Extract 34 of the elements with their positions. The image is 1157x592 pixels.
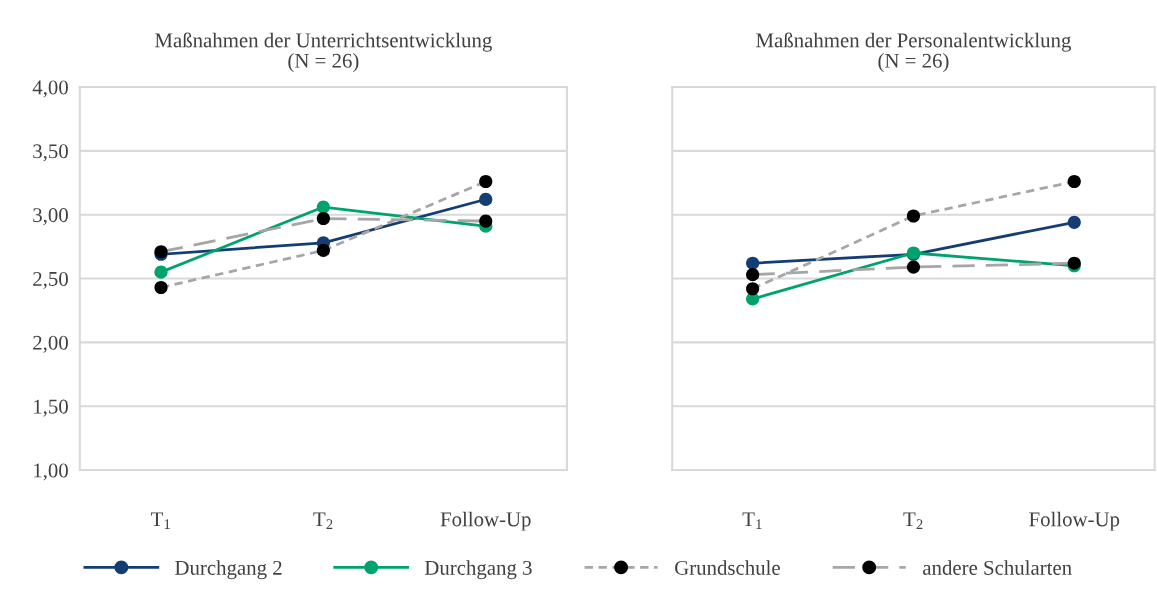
point <box>316 243 330 258</box>
y-tick-label: 3,50 <box>33 144 68 162</box>
point <box>746 256 760 270</box>
chart-title: Maßnahmen der Unterrichtsentwicklung (N = 26) <box>155 32 492 73</box>
x-tick-label: T$_{2}$ <box>903 512 923 529</box>
x-tick-label: Follow-Up <box>1029 511 1120 531</box>
x-tick-label: T$_{1}$ <box>150 512 170 529</box>
x-tick-label: Follow-Up <box>440 511 531 531</box>
point <box>479 214 493 228</box>
point <box>746 268 760 282</box>
y-tick-label: 4,00 <box>32 80 68 98</box>
point <box>906 209 921 223</box>
y-tick-label: 1,00 <box>34 463 68 481</box>
x-tick-label: T$_{1}$ <box>742 512 762 529</box>
point <box>154 280 168 295</box>
y-tick-label: 3,00 <box>33 208 68 226</box>
point <box>906 260 921 274</box>
legend-label: Durchgang 2 <box>175 560 282 580</box>
point <box>316 211 330 226</box>
point <box>1067 215 1081 229</box>
legend-label: andere Schularten <box>923 560 1072 575</box>
point <box>479 174 493 189</box>
point <box>746 282 760 296</box>
legend-label: Grundschule <box>675 560 780 575</box>
x-tick-label: T$_{2}$ <box>313 512 333 529</box>
point <box>1067 174 1081 189</box>
y-tick-label: 2,00 <box>33 335 68 353</box>
legend-label: Durchgang 3 <box>424 560 532 580</box>
y-tick-label: 2,50 <box>33 271 68 289</box>
chart-title: Maßnahmen der Personalentwicklung (N = 26) <box>756 32 1071 73</box>
point <box>154 265 168 279</box>
point <box>479 192 493 206</box>
y-tick-label: 1,50 <box>34 399 68 417</box>
point <box>316 200 330 214</box>
